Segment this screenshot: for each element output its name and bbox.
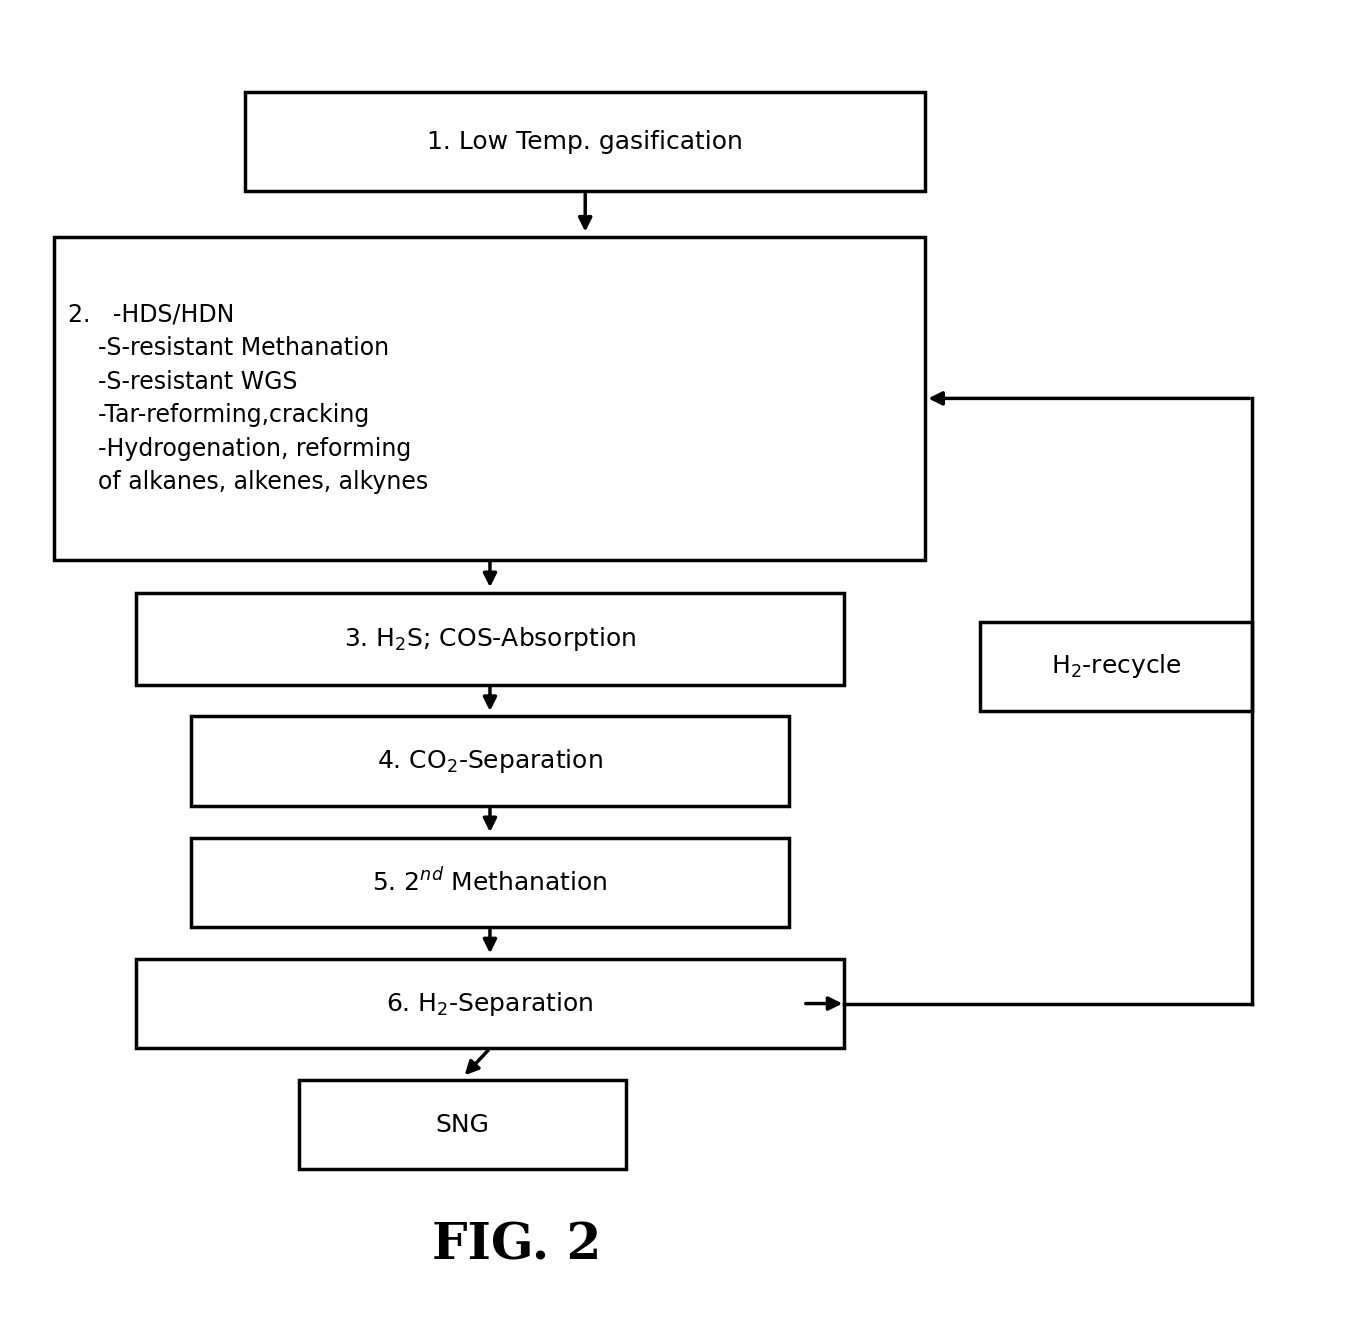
FancyBboxPatch shape [980,622,1252,711]
Text: 3. H$_2$S; COS-Absorption: 3. H$_2$S; COS-Absorption [344,624,636,653]
Text: FIG. 2: FIG. 2 [433,1222,602,1271]
FancyBboxPatch shape [299,1080,626,1169]
Text: SNG: SNG [436,1113,490,1137]
FancyBboxPatch shape [54,237,925,560]
Text: 2.   -HDS/HDN
    -S-resistant Methanation
    -S-resistant WGS
    -Tar-reformi: 2. -HDS/HDN -S-resistant Methanation -S-… [68,303,429,494]
Text: 4. CO$_2$-Separation: 4. CO$_2$-Separation [377,747,603,776]
Text: H$_2$-recycle: H$_2$-recycle [1051,652,1181,681]
Text: 1. Low Temp. gasification: 1. Low Temp. gasification [427,129,743,154]
FancyBboxPatch shape [136,593,844,685]
Text: 6. H$_2$-Separation: 6. H$_2$-Separation [387,989,593,1018]
FancyBboxPatch shape [191,716,789,806]
FancyBboxPatch shape [245,92,925,191]
FancyBboxPatch shape [136,959,844,1048]
FancyBboxPatch shape [191,838,789,927]
Text: 5. 2$^{nd}$ Methanation: 5. 2$^{nd}$ Methanation [372,868,608,897]
